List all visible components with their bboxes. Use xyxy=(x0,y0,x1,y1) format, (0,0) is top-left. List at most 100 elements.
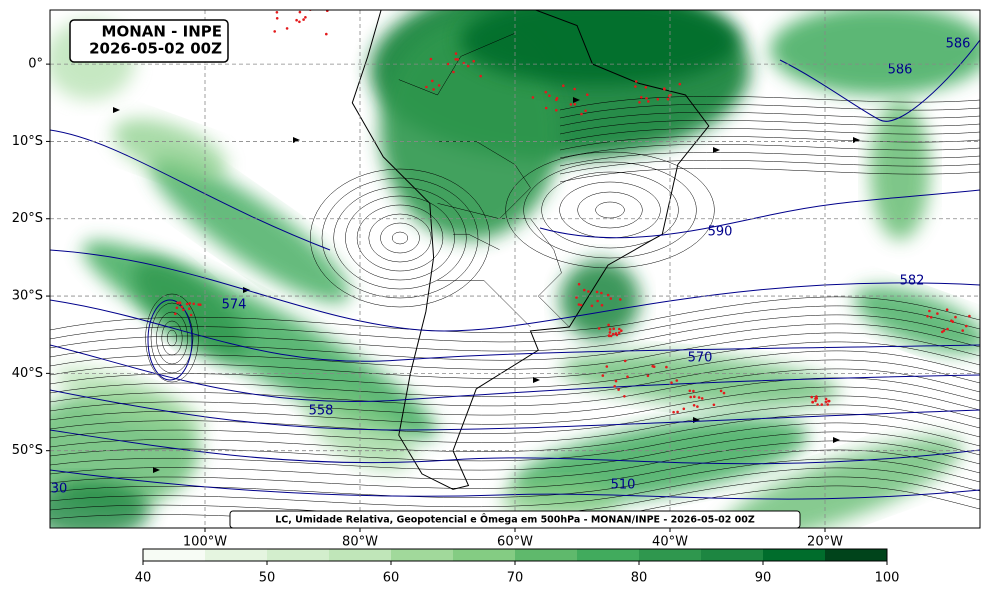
omega-speck xyxy=(656,98,660,101)
streamline xyxy=(50,341,980,379)
humidity-patch xyxy=(133,259,247,361)
omega-speck xyxy=(606,293,610,297)
omega-speck xyxy=(573,87,576,91)
omega-speck xyxy=(619,298,622,301)
streamline xyxy=(50,296,980,334)
humidity-patch xyxy=(853,286,980,354)
omega-speck xyxy=(601,374,605,377)
title-line1: MONAN - INPE xyxy=(102,23,222,41)
colorbar-bin xyxy=(701,549,764,561)
omega-speck xyxy=(192,302,195,306)
streamline xyxy=(50,422,980,462)
humidity-patch xyxy=(560,352,840,408)
omega-speck xyxy=(652,365,656,369)
omega-speck xyxy=(188,307,191,311)
omega-speck xyxy=(605,365,609,368)
omega-speck xyxy=(466,64,470,68)
omega-speck xyxy=(298,10,302,14)
streamline xyxy=(559,96,980,111)
colorbar-bin xyxy=(143,549,206,561)
streamline xyxy=(50,314,980,352)
streamline xyxy=(559,128,980,143)
streamline xyxy=(356,204,444,272)
omega-speck xyxy=(429,57,433,61)
omega-speck xyxy=(590,304,594,308)
humidity-patch xyxy=(512,416,808,504)
omega-speck xyxy=(174,312,177,316)
streamline xyxy=(368,213,432,263)
omega-speck xyxy=(719,389,723,393)
streamline xyxy=(559,152,980,167)
humidity-patch xyxy=(112,118,228,182)
omega-speck xyxy=(544,106,548,110)
omega-speck xyxy=(182,308,185,312)
title-frame xyxy=(69,19,229,63)
y-tick-label: 0° xyxy=(28,57,43,72)
stream-arrow xyxy=(153,467,160,473)
streamline xyxy=(559,136,980,151)
streamline xyxy=(50,404,980,443)
omega-speck xyxy=(946,327,949,331)
streamline xyxy=(50,413,980,453)
stream-arrow xyxy=(853,137,860,143)
omega-speck xyxy=(587,290,590,293)
omega-speck xyxy=(640,96,643,99)
contour-line xyxy=(50,469,980,500)
omega-speck xyxy=(663,87,666,91)
streamline xyxy=(156,311,188,365)
contour-label: 582 xyxy=(900,274,925,289)
humidity-patch xyxy=(870,100,930,240)
streamline xyxy=(595,201,625,219)
omega-speck xyxy=(583,288,586,292)
streamline xyxy=(50,476,980,517)
streamline xyxy=(50,359,980,398)
omega-speck xyxy=(623,395,626,398)
omega-speck xyxy=(689,395,692,399)
streamline xyxy=(559,168,980,183)
omega-speck xyxy=(697,396,701,399)
streamline xyxy=(333,186,467,290)
omega-speck xyxy=(929,316,933,319)
omega-speck xyxy=(189,313,193,317)
contour-label: 570 xyxy=(688,351,713,366)
colorbar-bin xyxy=(763,549,826,561)
caption-frame xyxy=(229,510,801,529)
streamline xyxy=(50,305,980,343)
omega-speck xyxy=(555,108,558,112)
omega-speck xyxy=(577,303,581,306)
streamline xyxy=(559,112,980,127)
contour-label: 510 xyxy=(611,478,636,493)
streamline xyxy=(559,160,980,175)
omega-speck xyxy=(452,70,455,74)
contour-line xyxy=(539,189,980,239)
omega-speck xyxy=(617,388,620,391)
omega-speck xyxy=(634,80,638,83)
streamline xyxy=(541,171,679,249)
omega-speck xyxy=(700,397,704,400)
omega-speck xyxy=(670,381,673,385)
omega-speck xyxy=(926,315,929,318)
omega-speck xyxy=(928,309,931,313)
omega-speck xyxy=(569,103,573,106)
humidity-patch xyxy=(54,366,206,434)
omega-speck xyxy=(562,84,565,87)
omega-speck xyxy=(454,58,458,61)
omega-speck xyxy=(820,403,824,406)
colorbar-bin xyxy=(453,549,516,561)
streamline xyxy=(50,467,980,508)
colorbar-bin xyxy=(825,549,888,561)
omega-speck xyxy=(472,59,476,63)
omega-speck xyxy=(446,62,450,66)
omega-speck xyxy=(607,323,610,327)
humidity-patch xyxy=(770,10,980,95)
omega-speck xyxy=(965,324,968,328)
omega-speck xyxy=(275,11,279,14)
omega-speck xyxy=(611,332,615,336)
geopotential-contours: 590 582 586 586 574 570 558 510 30 xyxy=(50,37,980,500)
omega-speck xyxy=(308,6,311,9)
colorbar-bin xyxy=(577,549,640,561)
omega-field xyxy=(174,6,971,414)
omega-speck xyxy=(608,328,612,331)
